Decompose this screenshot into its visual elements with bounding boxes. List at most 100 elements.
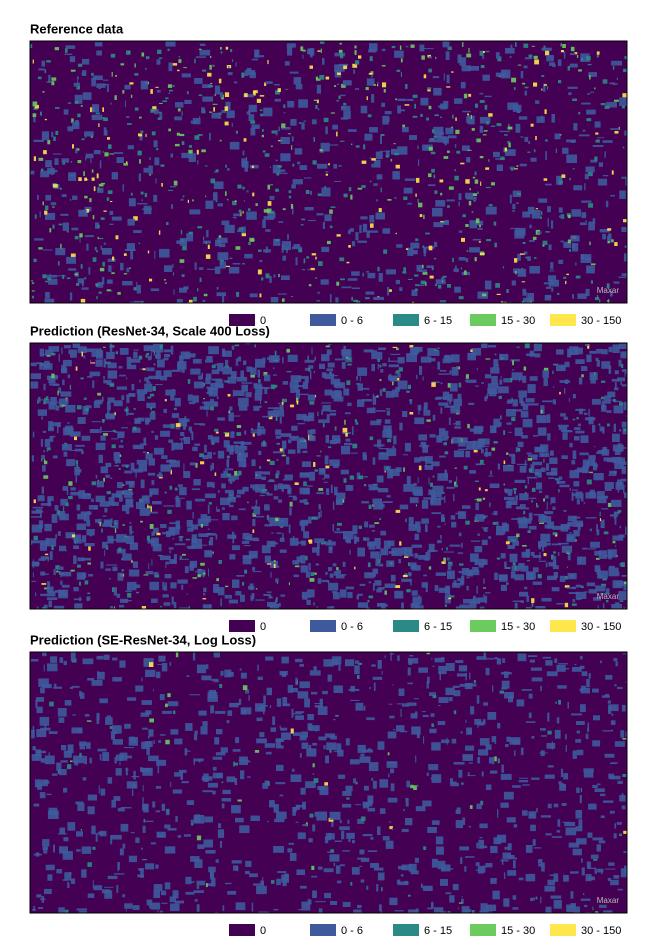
building-pixel <box>78 490 85 499</box>
building-pixel <box>370 223 374 228</box>
building-pixel <box>97 518 102 524</box>
building-pixel <box>233 865 238 871</box>
building-pixel <box>370 837 374 840</box>
building-pixel <box>575 262 577 266</box>
building-pixel <box>475 103 478 108</box>
building-pixel <box>484 280 492 290</box>
building-pixel <box>237 799 242 802</box>
building-pixel <box>256 738 267 744</box>
building-pixel <box>403 196 408 200</box>
building-pixel <box>423 247 427 253</box>
building-pixel <box>547 803 552 809</box>
building-pixel <box>396 244 403 248</box>
building-pixel <box>627 579 634 582</box>
building-pixel <box>518 780 529 783</box>
building-pixel <box>467 113 469 116</box>
building-pixel <box>272 451 284 454</box>
building-pixel <box>51 77 57 81</box>
building-pixel <box>110 290 113 292</box>
building-pixel <box>438 373 450 375</box>
building-pixel <box>490 470 492 475</box>
building-pixel <box>438 705 441 707</box>
building-pixel <box>286 371 292 373</box>
building-pixel <box>321 402 332 404</box>
building-pixel <box>40 540 49 545</box>
building-pixel <box>579 408 583 415</box>
legend-swatch <box>229 924 255 936</box>
building-pixel <box>135 471 137 478</box>
building-pixel <box>79 233 83 238</box>
building-pixel <box>58 717 65 723</box>
building-pixel <box>149 278 153 282</box>
building-pixel <box>166 222 169 225</box>
building-pixel <box>170 781 172 788</box>
building-pixel <box>318 505 321 510</box>
building-pixel <box>84 195 88 199</box>
building-pixel <box>567 552 571 561</box>
building-pixel <box>70 491 80 496</box>
building-pixel <box>614 242 618 246</box>
building-pixel <box>76 572 85 580</box>
building-pixel <box>443 551 454 553</box>
building-pixel <box>146 899 153 906</box>
building-pixel <box>150 842 156 845</box>
building-pixel <box>295 677 298 686</box>
building-pixel <box>193 815 205 824</box>
building-pixel <box>469 470 476 474</box>
building-pixel <box>336 743 342 751</box>
building-pixel <box>449 778 454 784</box>
building-pixel <box>300 787 306 795</box>
building-pixel <box>70 449 77 451</box>
building-pixel <box>33 139 44 142</box>
building-pixel <box>95 359 103 367</box>
building-pixel <box>90 359 92 363</box>
building-pixel <box>178 769 187 773</box>
building-pixel <box>449 370 452 375</box>
building-pixel <box>101 430 112 432</box>
building-pixel <box>280 594 285 597</box>
building-pixel <box>238 405 248 411</box>
building-pixel <box>363 785 369 791</box>
building-pixel <box>355 660 360 664</box>
building-pixel <box>375 151 383 159</box>
building-pixel <box>393 143 396 145</box>
building-pixel <box>500 584 507 591</box>
building-pixel <box>336 880 342 884</box>
building-pixel <box>388 703 393 705</box>
building-pixel <box>316 455 321 457</box>
building-pixel <box>608 346 613 353</box>
building-pixel <box>481 382 484 384</box>
building-pixel <box>384 655 386 658</box>
building-pixel <box>351 143 353 145</box>
building-pixel <box>232 749 241 752</box>
building-pixel <box>483 865 486 873</box>
building-pixel <box>375 558 379 567</box>
building-pixel <box>59 657 64 663</box>
building-pixel <box>140 869 144 878</box>
building-pixel <box>240 441 245 448</box>
building-pixel <box>333 685 343 693</box>
building-pixel <box>63 750 72 758</box>
building-pixel <box>181 438 183 447</box>
building-pixel <box>71 534 75 538</box>
building-pixel <box>434 190 438 194</box>
building-pixel <box>514 602 518 609</box>
building-pixel <box>598 840 606 844</box>
building-pixel <box>351 296 353 301</box>
building-pixel <box>250 484 258 489</box>
building-pixel <box>168 62 173 72</box>
building-pixel <box>40 170 50 178</box>
building-pixel <box>368 504 372 509</box>
building-pixel <box>421 444 428 448</box>
building-pixel <box>74 435 77 441</box>
building-pixel <box>197 134 203 136</box>
building-pixel <box>307 714 314 721</box>
building-pixel <box>156 59 161 65</box>
building-pixel <box>263 249 271 253</box>
building-pixel <box>184 99 192 104</box>
building-pixel <box>196 904 200 912</box>
building-pixel <box>125 767 129 771</box>
building-pixel <box>161 902 168 904</box>
building-pixel <box>395 98 397 101</box>
building-pixel <box>552 565 559 570</box>
